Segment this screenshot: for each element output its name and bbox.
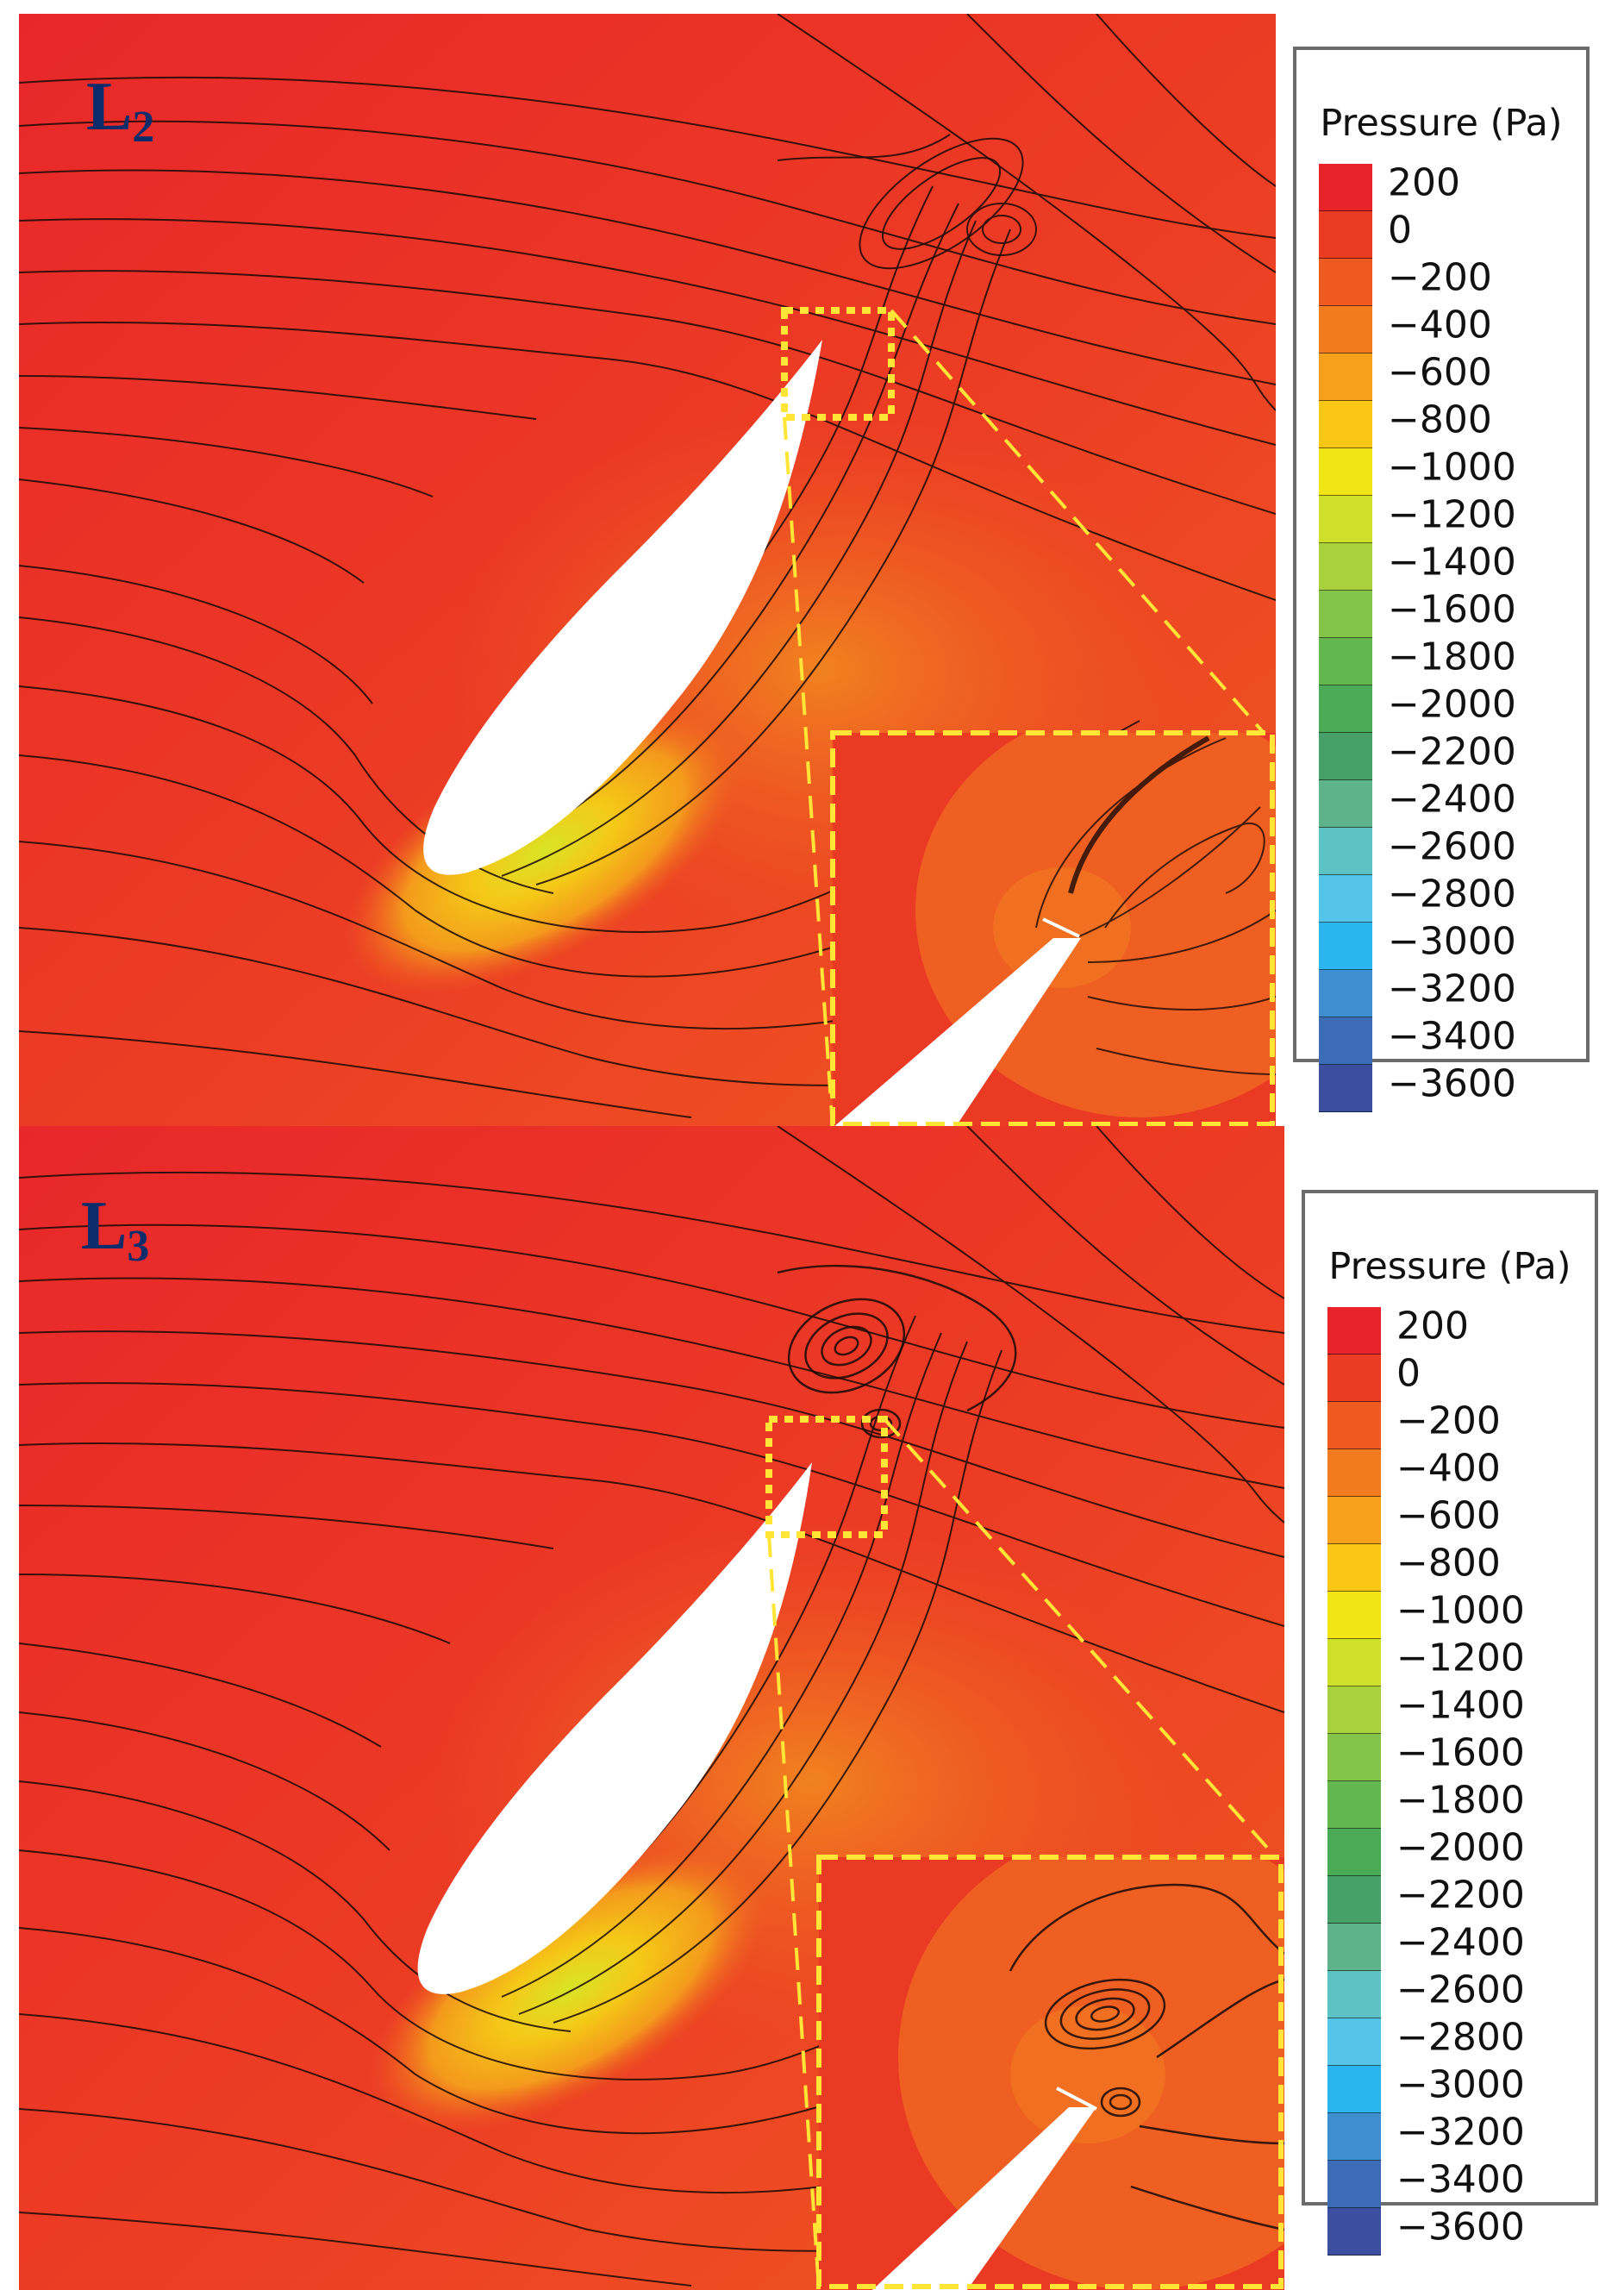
legend-tick-label: −2400 xyxy=(1388,777,1516,822)
colorbar xyxy=(1327,1307,1381,2256)
colorbar-swatch xyxy=(1319,448,1372,496)
colorbar-swatch xyxy=(1327,1781,1381,1829)
legend-tick-label: −1200 xyxy=(1396,1636,1525,1680)
legend-tick-label: −800 xyxy=(1388,397,1492,442)
colorbar-swatch xyxy=(1327,2208,1381,2256)
flow-field-panel-l3: L3 xyxy=(19,1126,1284,2290)
colorbar-swatch xyxy=(1319,828,1372,875)
legend-tick-label: −3200 xyxy=(1388,967,1516,1011)
colorbar-swatch xyxy=(1319,1065,1372,1112)
colorbar-swatch xyxy=(1327,1686,1381,1734)
legend-tick-label: −1200 xyxy=(1388,492,1516,537)
legend-tick-label: −2400 xyxy=(1396,1920,1525,1965)
colorbar-swatch xyxy=(1327,1734,1381,1781)
legend-tick-label: −600 xyxy=(1388,350,1492,395)
legend-title: Pressure (Pa) xyxy=(1328,1245,1571,1288)
legend-tick-label: −200 xyxy=(1396,1398,1501,1443)
colorbar-swatch xyxy=(1327,2066,1381,2113)
flow-field-panel-l2: L2 xyxy=(19,14,1276,1128)
legend-tick-label: −2200 xyxy=(1396,1873,1525,1918)
colorbar-swatch xyxy=(1327,1355,1381,1402)
legend-tick-label: −3400 xyxy=(1396,2157,1525,2202)
legend-title: Pressure (Pa) xyxy=(1320,102,1563,145)
colorbar-swatch xyxy=(1319,875,1372,923)
colorbar-swatch xyxy=(1319,306,1372,354)
legend-tick-label: −1600 xyxy=(1388,587,1516,632)
colorbar-swatch xyxy=(1319,970,1372,1017)
colorbar-swatch xyxy=(1327,2018,1381,2066)
legend-tick-label: −2800 xyxy=(1388,872,1516,917)
colorbar-swatch xyxy=(1319,733,1372,780)
legend-tick-label: −200 xyxy=(1388,255,1492,300)
colorbar-swatch xyxy=(1319,591,1372,638)
colorbar-swatch xyxy=(1319,211,1372,259)
legend-tick-label: −2000 xyxy=(1388,682,1516,727)
legend-tick-label: −2200 xyxy=(1388,729,1516,774)
pressure-legend-l3: Pressure (Pa) 200 0 −200 −400 −600 −800 −1000−… xyxy=(1302,1190,1598,2256)
legend-tick-label: −1400 xyxy=(1388,540,1516,585)
legend-tick-label: 0 xyxy=(1388,208,1412,253)
pressure-contour-plot xyxy=(19,1126,1284,2290)
legend-tick-label: −3600 xyxy=(1388,1061,1516,1106)
panel-label: L3 xyxy=(81,1188,150,1271)
colorbar-swatch xyxy=(1319,354,1372,401)
legend-tick-label: 0 xyxy=(1396,1351,1421,1396)
pressure-contour-plot xyxy=(19,14,1276,1128)
colorbar-swatch xyxy=(1319,543,1372,591)
legend-tick-label: −2600 xyxy=(1388,824,1516,869)
legend-tick-label: 200 xyxy=(1396,1304,1469,1348)
colorbar-swatch xyxy=(1319,401,1372,448)
colorbar-swatch xyxy=(1327,2113,1381,2161)
legend-tick-label: −3200 xyxy=(1396,2110,1525,2155)
legend-tick-label: −400 xyxy=(1396,1446,1501,1491)
zoom-highlight-box xyxy=(781,307,895,421)
legend-tick-label: −3400 xyxy=(1388,1014,1516,1059)
legend-tick-label: −1000 xyxy=(1388,445,1516,490)
colorbar-swatch xyxy=(1327,1592,1381,1639)
legend-tick-label: −2600 xyxy=(1396,1968,1525,2012)
zoom-highlight-box xyxy=(765,1416,888,1538)
colorbar xyxy=(1319,164,1372,1112)
colorbar-swatch xyxy=(1327,1639,1381,1686)
zoom-inset xyxy=(819,1857,1284,2290)
colorbar-swatch xyxy=(1327,1924,1381,1971)
colorbar-swatch xyxy=(1327,2161,1381,2208)
colorbar-swatch xyxy=(1327,1449,1381,1497)
colorbar-swatch xyxy=(1327,1829,1381,1876)
colorbar-swatch xyxy=(1327,1402,1381,1449)
panel-label: L2 xyxy=(86,69,155,152)
colorbar-swatch xyxy=(1319,923,1372,970)
colorbar-swatch xyxy=(1319,1017,1372,1065)
legend-tick-label: −1400 xyxy=(1396,1683,1525,1728)
legend-tick-label: −1000 xyxy=(1396,1588,1525,1633)
colorbar-swatch xyxy=(1327,1497,1381,1544)
zoom-inset xyxy=(833,733,1276,1128)
legend-tick-label: −2800 xyxy=(1396,2015,1525,2060)
legend-tick-label: −1800 xyxy=(1396,1778,1525,1823)
colorbar-swatch xyxy=(1319,638,1372,685)
colorbar-swatch xyxy=(1327,1544,1381,1592)
legend-tick-label: −2000 xyxy=(1396,1825,1525,1870)
colorbar-swatch xyxy=(1327,1307,1381,1355)
pressure-legend-l2: Pressure (Pa) 200 0 −200 −400 −600 −800 −1000−… xyxy=(1293,47,1590,1112)
legend-tick-label: −3000 xyxy=(1388,919,1516,964)
colorbar-swatch xyxy=(1319,780,1372,828)
colorbar-swatch xyxy=(1319,259,1372,306)
colorbar-swatch xyxy=(1327,1971,1381,2018)
legend-tick-label: −3600 xyxy=(1396,2205,1525,2249)
legend-tick-label: −400 xyxy=(1388,303,1492,347)
legend-tick-label: −3000 xyxy=(1396,2062,1525,2107)
colorbar-swatch xyxy=(1319,164,1372,211)
colorbar-swatch xyxy=(1319,685,1372,733)
legend-tick-label: −600 xyxy=(1396,1493,1501,1538)
colorbar-swatch xyxy=(1327,1876,1381,1924)
legend-tick-label: 200 xyxy=(1388,160,1460,205)
legend-tick-label: −800 xyxy=(1396,1541,1501,1586)
legend-tick-label: −1600 xyxy=(1396,1730,1525,1775)
colorbar-swatch xyxy=(1319,496,1372,543)
legend-tick-label: −1800 xyxy=(1388,635,1516,679)
